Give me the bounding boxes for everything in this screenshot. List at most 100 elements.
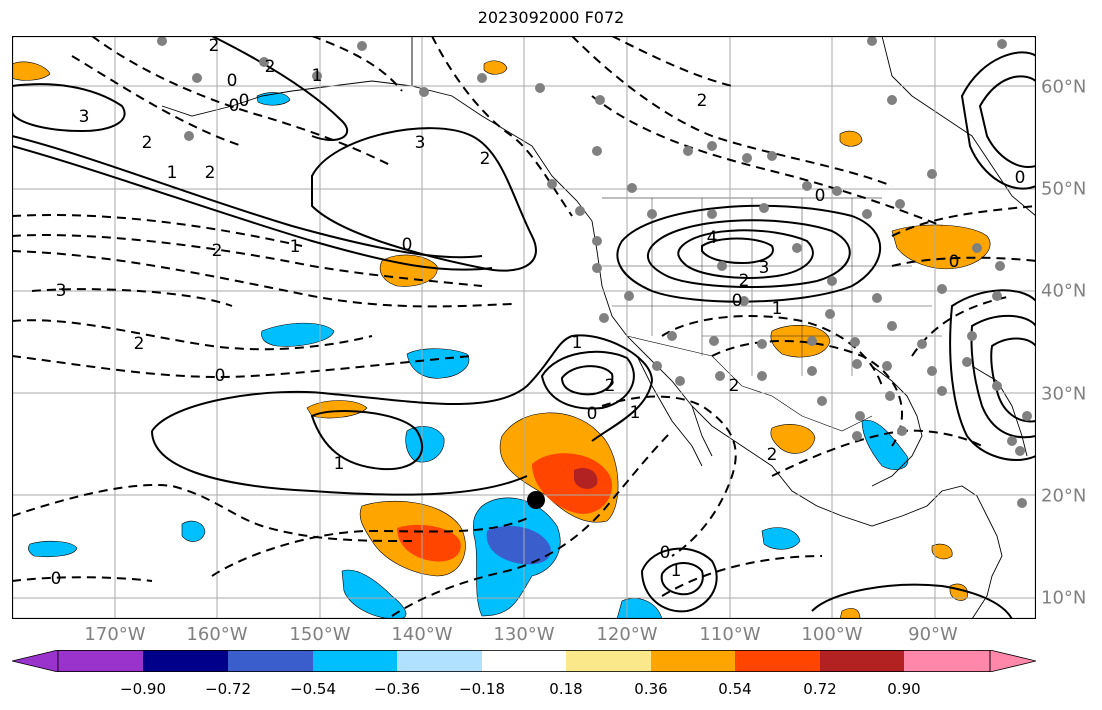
contour-line: [211, 515, 533, 577]
contour-line: [12, 83, 126, 133]
anomaly-shade-darkblue: [486, 526, 551, 565]
anomaly-shade-orange: [891, 224, 991, 270]
contour-label: 2: [134, 334, 145, 354]
contour-line: [891, 205, 1036, 237]
anomaly-shade-orange: [770, 424, 816, 454]
contour-line: [661, 555, 823, 597]
colorbar-tick-label: 0.36: [634, 680, 668, 698]
longitude-label: 100°W: [801, 624, 863, 645]
longitude-label: 160°W: [186, 624, 248, 645]
contour-label: 2: [605, 376, 616, 396]
contour-label: 2: [142, 133, 153, 153]
anomaly-shade-orange: [839, 130, 863, 147]
contour-label: 0: [587, 404, 598, 424]
contour-label: 2: [729, 376, 740, 396]
colorbar-swatch: [482, 650, 566, 672]
dashed-contours: [12, 36, 1036, 617]
contour-label: 0: [239, 91, 250, 111]
contour-line: [660, 562, 704, 596]
latitude-label: 50°N: [1041, 178, 1087, 200]
contour-label: 4: [707, 228, 718, 248]
land-outlines: [161, 36, 1036, 619]
colorbar-extend-left: [12, 650, 59, 672]
colorbar-swatch: [58, 650, 143, 672]
anomaly-shade-blue: [405, 426, 445, 463]
anomaly-shade-orange: [483, 60, 508, 75]
coastline-florida: [971, 365, 1028, 457]
contour-line: [990, 337, 1036, 423]
latitude-label: 10°N: [1041, 587, 1087, 609]
contour-line: [949, 289, 1036, 461]
contour-line: [12, 355, 473, 378]
anomaly-shade-orange: [931, 543, 953, 560]
solid-contours: [12, 36, 1036, 619]
colorbar-tick-label: 0.18: [549, 680, 583, 698]
contour-line: [640, 547, 718, 613]
contour-line: [311, 127, 537, 272]
contour-line: [211, 36, 349, 141]
anomaly-shade-blue: [261, 322, 335, 347]
contour-label: 0: [229, 96, 240, 116]
contour-line: [891, 256, 1036, 267]
contour-label: 1: [772, 299, 783, 319]
colorbar-swatch: [651, 650, 735, 672]
contour-line: [31, 288, 233, 307]
contour-line: [71, 55, 243, 147]
contour-label: 0: [402, 235, 413, 255]
contour-label: 1: [334, 454, 345, 474]
shaded-regions: [12, 60, 991, 619]
gridlines: [12, 36, 1036, 619]
colorbar-tick-label: −0.18: [459, 680, 505, 698]
anomaly-shade-blue: [181, 520, 206, 542]
contour-line: [12, 319, 373, 351]
colorbar-swatch: [143, 650, 228, 672]
contour-line: [611, 36, 733, 87]
contour-line: [151, 430, 528, 496]
anomaly-shade-blue: [28, 540, 78, 558]
contour-line: [560, 365, 614, 396]
longitude-label: 140°W: [391, 624, 453, 645]
colorbar-swatch: [820, 650, 904, 672]
contour-label: 1: [671, 561, 682, 581]
contour-line: [591, 95, 943, 227]
anomaly-shade-orange: [12, 61, 51, 81]
latitude-label: 30°N: [1041, 383, 1087, 405]
longitude-label: 110°W: [699, 624, 761, 645]
colorbar-swatch: [735, 650, 820, 672]
coastline-north-america: [411, 36, 1003, 619]
contour-label: 1: [630, 403, 641, 423]
contour-line: [978, 75, 1036, 168]
contour-line: [12, 484, 413, 542]
colorbar-tick-label: −0.90: [120, 680, 166, 698]
contour-line: [91, 36, 393, 167]
contour-label: 0: [51, 569, 62, 589]
anomaly-shade-blue: [861, 419, 909, 470]
contour-line: [540, 350, 635, 410]
contour-line: [646, 219, 851, 288]
contour-label: 2: [739, 271, 750, 291]
contour-line: [811, 583, 1013, 619]
contour-line: [571, 36, 893, 187]
colorbar-swatch: [397, 650, 482, 672]
colorbar-swatch: [228, 650, 313, 672]
contour-line: [12, 145, 493, 271]
longitude-label: 150°W: [289, 624, 351, 645]
storm-center-marker: [527, 491, 545, 509]
contour-label: 3: [415, 133, 426, 153]
contour-label: 0: [1015, 168, 1026, 188]
anomaly-shade-orange: [839, 608, 861, 619]
contour-line: [391, 430, 673, 617]
contour-label: 2: [697, 91, 708, 111]
contour-label: 0: [815, 186, 826, 206]
contour-label: 0: [949, 252, 960, 272]
contour-line: [12, 214, 303, 247]
contour-line: [310, 410, 423, 471]
coastline-alaska: [161, 80, 413, 117]
longitude-label: 120°W: [596, 624, 658, 645]
contour-line: [151, 334, 654, 442]
colorbar-tick-label: 0.90: [887, 680, 921, 698]
anomaly-shade-blue: [761, 527, 801, 550]
contour-label: 3: [79, 107, 90, 127]
colorbar-tick-label: −0.36: [374, 680, 420, 698]
contour-label: 0: [660, 543, 671, 563]
